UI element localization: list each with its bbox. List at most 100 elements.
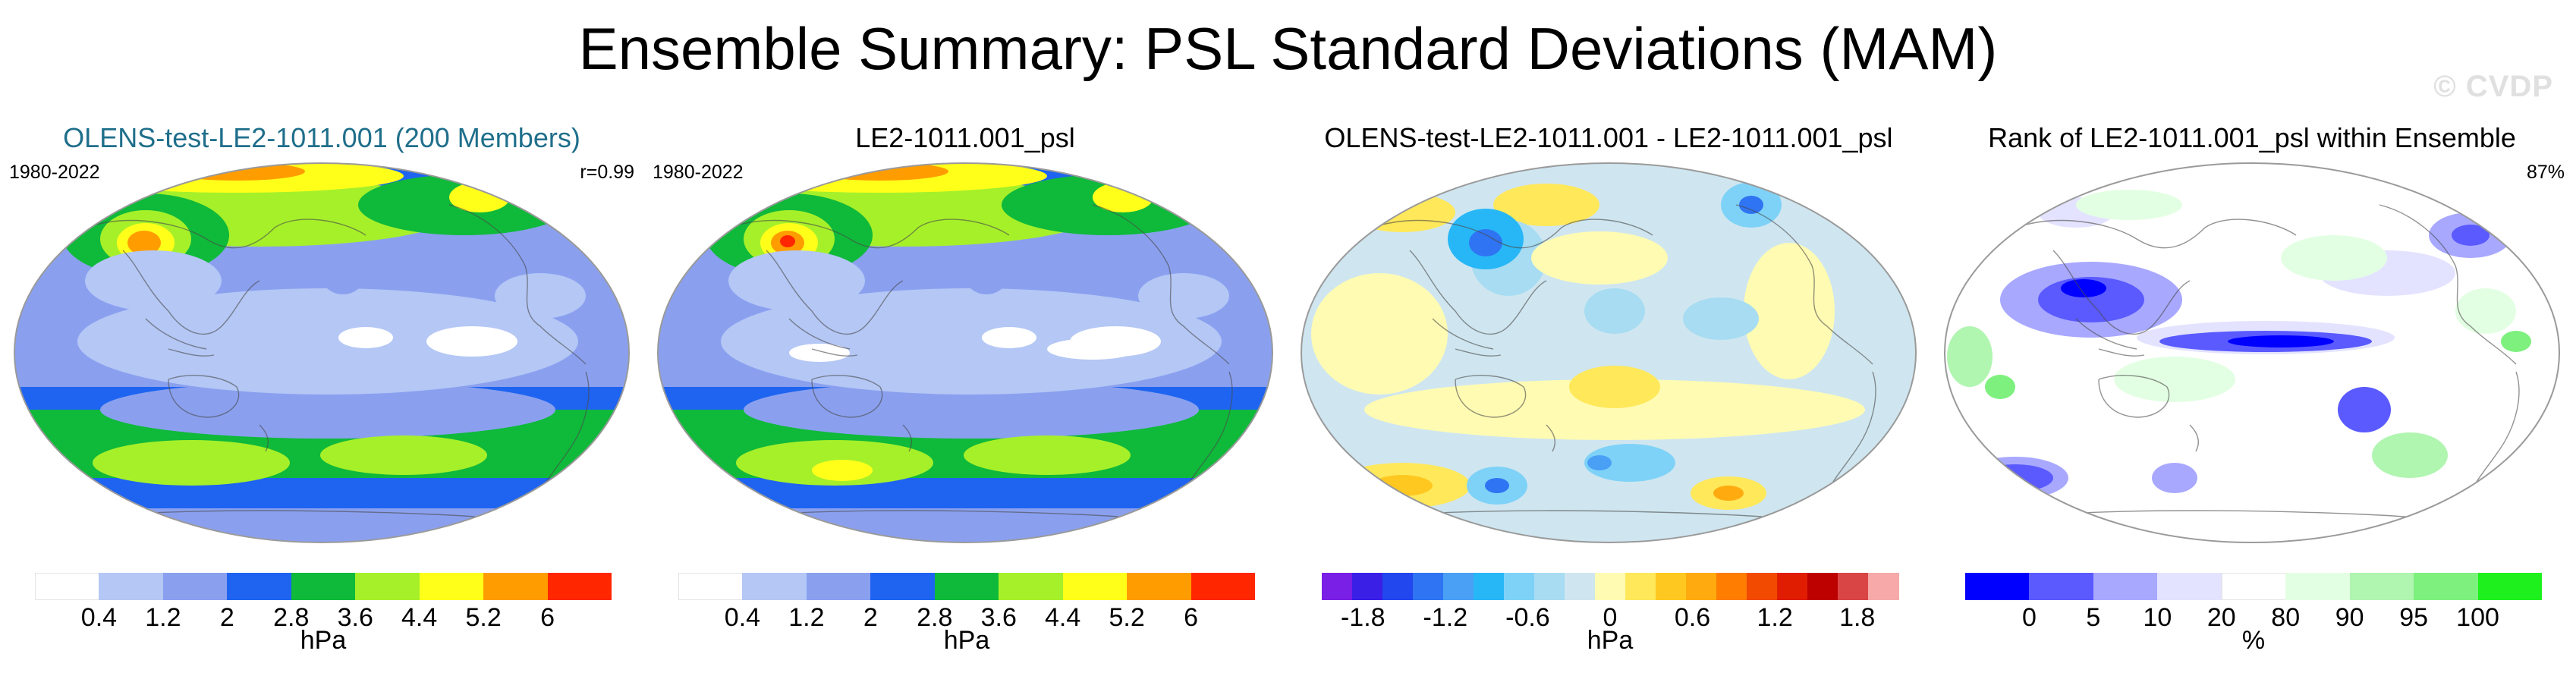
colorbar-ticks: -1.8 -1.2 -0.6 0 0.6 1.2 1.8 — [1322, 599, 1898, 652]
colorbar-swatch — [1625, 573, 1656, 600]
coast-new-zealand — [2189, 424, 2199, 452]
colorbar-swatch — [1322, 573, 1353, 600]
diff-warm-north-2 — [1493, 184, 1599, 226]
colorbar-tick-label: 10 — [2143, 603, 2172, 632]
sd-southern-band-2 — [320, 435, 487, 475]
colorbar-swatch — [1565, 573, 1596, 600]
rank-high-central — [2114, 357, 2235, 402]
colorbar-unit: hPa — [300, 626, 347, 655]
colorbar-swatch — [1062, 573, 1128, 600]
colorbar-swatch — [1686, 573, 1717, 600]
rank-high-south-east — [2372, 432, 2448, 478]
map-area — [9, 159, 634, 546]
map-svg — [1301, 162, 1917, 543]
coast-new-zealand — [1546, 424, 1555, 452]
coast-new-zealand — [902, 424, 912, 452]
colorbar-swatch — [1965, 573, 2030, 600]
colorbar — [678, 573, 1256, 600]
coast-maritime — [145, 318, 215, 357]
colorbar-tick-label: 95 — [2399, 603, 2429, 632]
period-label: 1980-2022 — [653, 162, 744, 183]
coast-arctic — [2007, 219, 2297, 249]
sd-southern-yellow — [812, 460, 873, 481]
colorbar-tick-label: 6 — [1184, 603, 1199, 632]
sd-minimum-east — [426, 326, 517, 357]
sd-tropics — [721, 288, 1222, 395]
colorbar-swatch — [2414, 573, 2479, 600]
colorbar-tick-label: 3.6 — [337, 603, 373, 632]
diff-cool-south-2-core — [1587, 455, 1612, 470]
sd-southern-band-1 — [93, 440, 290, 486]
colorbar-swatch — [35, 573, 99, 600]
rank-low-north-east-core — [2452, 225, 2490, 246]
colorbar-tick-label: 5.2 — [1109, 603, 1145, 632]
diff-warm-lobe-b — [1531, 231, 1668, 285]
coast-asia — [2052, 250, 2191, 335]
diff-warm-atlantic — [1311, 273, 1448, 395]
colorbar-tick-label: 4.4 — [1045, 603, 1081, 632]
diff-cool-asia-core — [1469, 229, 1502, 256]
colorbar-swatch — [1413, 573, 1444, 600]
colorbar-swatch — [99, 573, 164, 600]
colorbar-swatch — [1127, 573, 1192, 600]
colorbar-swatch — [678, 573, 743, 600]
colorbar-tick-label: 20 — [2206, 603, 2236, 632]
rank-low-south-central — [2338, 387, 2391, 432]
sd-north-pacific-lobe — [964, 252, 1009, 294]
panel-title: OLENS-test-LE2-1011.001 - LE2-1011.001_p… — [1324, 122, 1893, 153]
colorbar-swatch — [1534, 573, 1565, 600]
colorbar-unit: % — [2241, 626, 2266, 655]
sd-low-band-south — [100, 381, 555, 439]
colorbar-tick-label: 0.4 — [80, 603, 118, 632]
colorbar-swatch — [547, 573, 612, 600]
sd-minimum-central — [338, 327, 393, 348]
colorbar-swatch — [1747, 573, 1778, 600]
map-area — [1296, 159, 1921, 546]
colorbar-swatch — [806, 573, 871, 600]
colorbar-tick-label: 2 — [219, 603, 234, 632]
rank-low-south-west-core — [1977, 464, 2053, 492]
colorbar-tick-label: 2.8 — [273, 603, 310, 632]
map-panel-1: OLENS-test-LE2-1011.001 (200 Members) 198… — [0, 121, 643, 676]
colorbar-swatch — [1656, 573, 1687, 600]
colorbar-tick-label: 1.2 — [145, 603, 181, 632]
colorbar-swatch — [1838, 573, 1869, 600]
rank-high-east-core — [2501, 331, 2531, 352]
diff-warm-east — [1744, 243, 1835, 379]
coast-north-america — [2379, 204, 2517, 365]
colorbar-swatch — [934, 573, 999, 600]
coast-asia — [766, 250, 904, 335]
panel-title: Rank of LE2-1011.001_psl within Ensemble — [1988, 122, 2516, 153]
colorbar-swatch — [227, 573, 292, 600]
colorbar-tick-label: 5 — [2086, 603, 2101, 632]
map-svg — [657, 162, 1273, 543]
rank-high-north — [2281, 235, 2387, 281]
coast-asia — [122, 250, 260, 335]
colorbar-swatch — [2093, 573, 2158, 600]
colorbar-swatch — [2285, 573, 2351, 600]
stat-label: r=0.99 — [580, 162, 634, 183]
map-outline — [14, 162, 630, 543]
sd-minimum-west — [789, 344, 850, 362]
colorbar-swatch — [355, 573, 420, 600]
colorbar-swatch — [870, 573, 936, 600]
rank-low-south-mid — [2152, 463, 2197, 493]
colorbar-swatch — [1716, 573, 1747, 600]
colorbar-tick-label: 0 — [2021, 603, 2037, 632]
colorbar-tick-label: 0 — [1603, 603, 1618, 632]
colorbar-tick-label: 1.2 — [788, 603, 825, 632]
rank-high-arctic — [2076, 190, 2182, 220]
colorbar-swatch — [291, 573, 356, 600]
colorbar-tick-label: -1.8 — [1340, 603, 1386, 632]
coast-north-america — [1735, 204, 1873, 365]
colorbar-tick-label: 0.4 — [724, 603, 761, 632]
sd-tropics-east — [495, 273, 586, 319]
coast-north-america — [1092, 204, 1230, 365]
sd-atlantic-peak — [780, 235, 795, 247]
colorbar-tick-label: 100 — [2456, 603, 2499, 632]
sd-tropics-east — [1138, 273, 1229, 319]
map-svg — [1944, 162, 2560, 543]
stat-label: 87% — [2526, 162, 2565, 183]
colorbar-tick-label: 1.2 — [1757, 603, 1793, 632]
coast-arctic — [1363, 219, 1653, 249]
